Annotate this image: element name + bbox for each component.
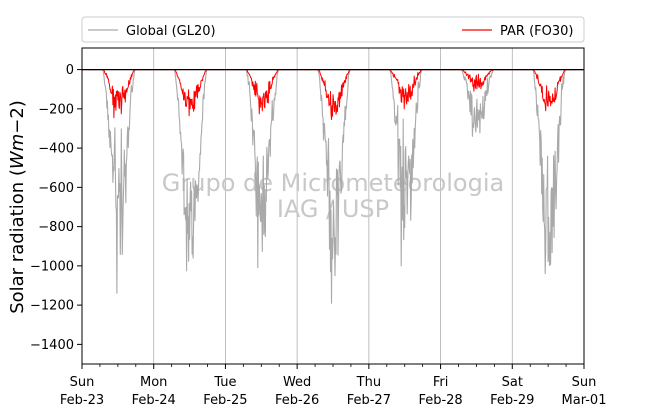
x-tick-label-date-6: Feb-29 [490, 393, 534, 408]
x-tick-label-day-3: Wed [283, 375, 311, 390]
y-tick-label-0: 0 [66, 63, 74, 78]
legend-label-par: PAR (FO30) [500, 24, 573, 39]
y-axis-label: Solar radiation (Wm−2) [7, 100, 28, 314]
x-tick-label-day-6: Sat [502, 375, 523, 390]
x-tick-label-date-1: Feb-24 [132, 393, 176, 408]
y-tick-label-7: −1400 [30, 338, 74, 353]
x-tick-label-day-5: Fri [433, 375, 449, 390]
series-1 [82, 69, 584, 121]
y-tick-label-5: −1000 [30, 259, 74, 274]
y-tick-label-1: −200 [38, 102, 74, 117]
x-tick-label-day-7: Sun [572, 375, 597, 390]
x-tick-label-date-4: Feb-27 [347, 393, 391, 408]
x-tick-label-date-0: Feb-23 [60, 393, 104, 408]
watermark: Grupo de Micrometeorologia IAG / USP [162, 169, 504, 223]
y-axis-label-exp: −2) [7, 100, 28, 134]
y-axis-label-unit: Wm [7, 134, 28, 169]
x-axis: Sun Feb-23 Mon Feb-24 Tue Feb-25 Wed Feb-26 Thu F… [60, 364, 607, 408]
legend-frame [81, 16, 585, 43]
x-tick-label-date-5: Feb-28 [418, 393, 462, 408]
x-tick-label-day-0: Sun [70, 375, 95, 390]
grid-lines [153, 48, 513, 364]
x-tick-label-date-7: Mar-01 [562, 393, 607, 408]
x-tick-label-day-1: Mon [140, 375, 167, 390]
x-tick-label-date-2: Feb-25 [203, 393, 247, 408]
y-tick-label-3: −600 [38, 181, 74, 196]
y-tick-label-6: −1200 [30, 299, 74, 314]
legend: Global (GL20) PAR (FO30) [81, 16, 585, 43]
y-axis: 0 −200 −400 −600 −800 −1000 −1200 −1400 [30, 63, 82, 353]
y-axis-label-text: Solar radiation ( [7, 169, 28, 314]
y-tick-label-4: −800 [38, 220, 74, 235]
series-line-1 [82, 69, 584, 121]
x-tick-label-day-4: Thu [356, 375, 381, 390]
x-tick-label-date-3: Feb-26 [275, 393, 319, 408]
y-tick-label-2: −400 [38, 142, 74, 157]
legend-label-global: Global (GL20) [126, 24, 216, 39]
watermark-line-1: Grupo de Micrometeorologia [162, 169, 504, 197]
x-tick-label-day-2: Tue [213, 375, 236, 390]
